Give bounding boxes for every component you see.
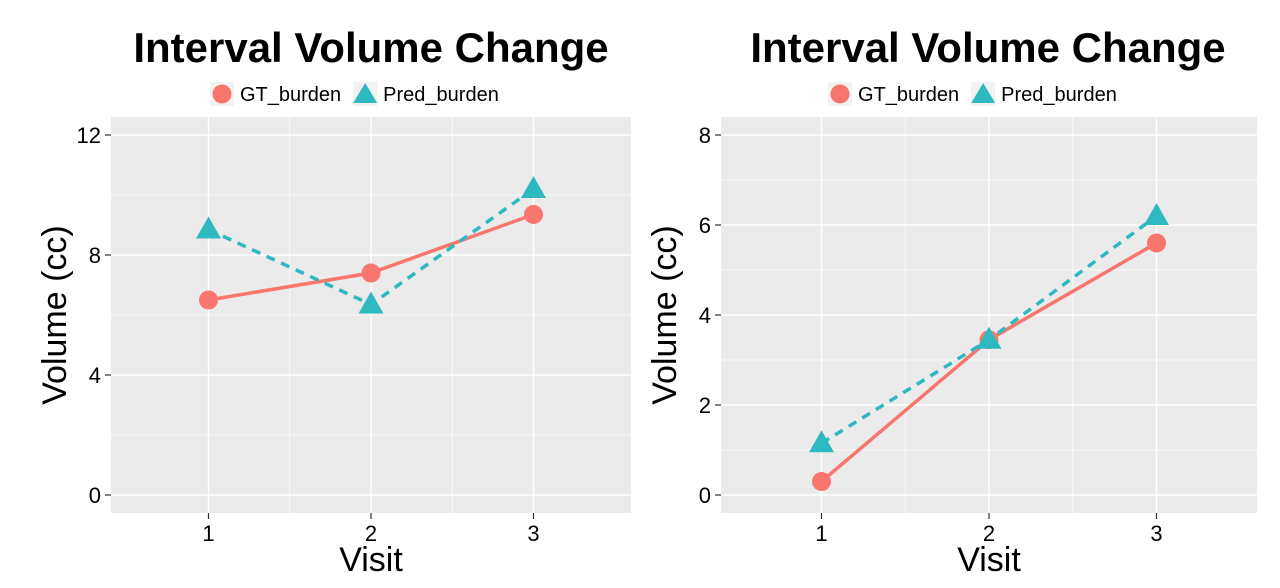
y-axis-label: Volume (cc)	[36, 225, 74, 405]
data-point-gt-burden	[361, 263, 381, 283]
tick-label-x: 3	[1150, 521, 1162, 546]
tick-label-y: 4	[89, 363, 101, 388]
data-point-pred-burden	[1144, 203, 1169, 225]
tick-label-x: 3	[527, 521, 539, 546]
legend-item-pred-burden: Pred_burden	[971, 82, 1117, 106]
tick-label-x: 2	[365, 521, 377, 546]
legend-marker-circle	[212, 84, 232, 104]
tick-label-y: 8	[89, 243, 101, 268]
legend-item-pred-burden: Pred_burden	[353, 82, 499, 106]
data-point-pred-burden	[196, 216, 221, 239]
data-point-gt-burden	[812, 472, 831, 491]
tick-label-y: 0	[699, 483, 711, 508]
data-point-pred-burden	[809, 430, 834, 453]
tick-label-y: 8	[699, 123, 711, 148]
tick-label-y: 0	[89, 483, 101, 508]
legend-marker-triangle	[353, 83, 378, 103]
data-point-pred-burden	[358, 291, 384, 314]
data-point-gt-burden	[199, 290, 218, 310]
legend-label: Pred_burden	[1001, 84, 1117, 106]
chart-title: Interval Volume Change	[133, 24, 608, 71]
tick-label-x: 1	[202, 521, 214, 546]
tick-label-x: 2	[983, 521, 995, 546]
legend-marker-triangle	[971, 83, 996, 103]
tick-label-y: 6	[699, 213, 711, 238]
legend-label: GT_burden	[858, 84, 959, 106]
data-point-pred-burden	[976, 326, 1002, 349]
tick-label-y: 12	[77, 123, 101, 148]
chart-title: Interval Volume Change	[750, 24, 1225, 71]
data-point-gt-burden	[1147, 233, 1166, 253]
legend-marker-circle	[830, 84, 850, 104]
legend-item-gt-burden: GT_burden	[210, 82, 341, 106]
tick-label-x: 1	[815, 521, 827, 546]
tick-label-y: 4	[699, 303, 711, 328]
tick-label-y: 2	[699, 393, 711, 418]
legend-item-gt-burden: GT_burden	[828, 82, 959, 106]
x-axis-label: Visit	[957, 541, 1021, 579]
legend-label: Pred_burden	[383, 84, 499, 106]
y-axis-label: Volume (cc)	[646, 225, 684, 405]
x-axis-label: Visit	[339, 541, 403, 579]
legend-label: GT_burden	[240, 84, 341, 106]
data-point-gt-burden	[524, 205, 543, 224]
data-point-pred-burden	[521, 176, 546, 198]
